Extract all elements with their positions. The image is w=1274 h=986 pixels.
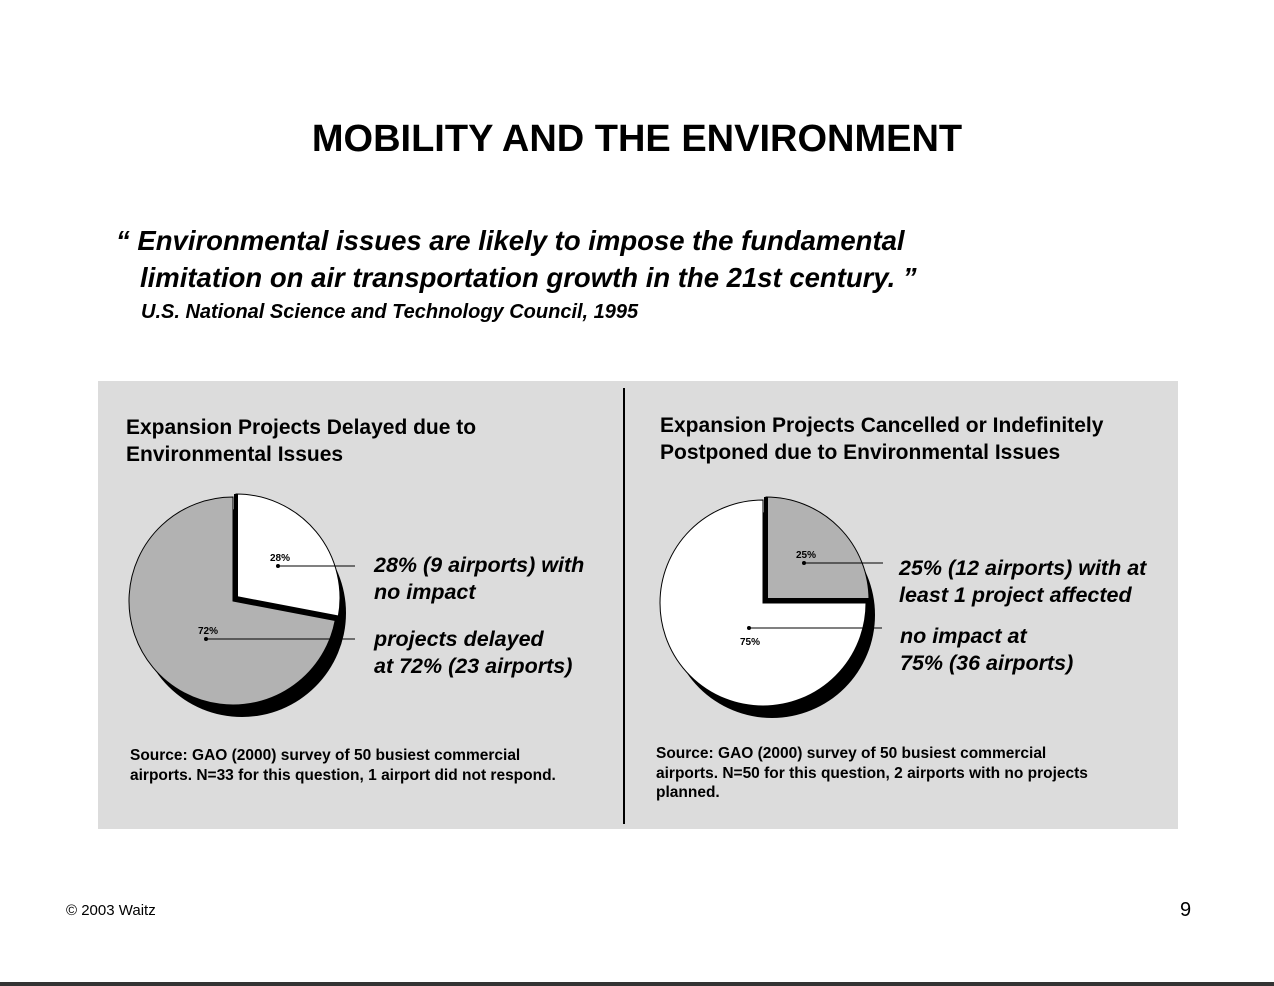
- right-source-line-2: airports. N=50 for this question, 2 airp…: [656, 764, 1088, 782]
- right-chart-title-line-2: Postponed due to Environmental Issues: [660, 441, 1061, 464]
- copyright: © 2003 Waitz: [66, 902, 156, 919]
- left-source-line-1: Source: GAO (2000) survey of 50 busiest …: [130, 747, 521, 764]
- left-data-label-2: 72%: [198, 626, 218, 637]
- slide-title: MOBILITY AND THE ENVIRONMENT: [311, 118, 963, 160]
- right-label-affected: 25% (12 airports) with at least 1 projec…: [899, 555, 1146, 609]
- left-pie-slice-1: [235, 493, 341, 619]
- left-label-delayed-line-2: at 72% (23 airports): [374, 654, 573, 678]
- left-pie-slice-2: [128, 496, 336, 706]
- quote-attribution: U.S. National Science and Technology Cou…: [141, 301, 639, 323]
- left-chart-title-line-1: Expansion Projects Delayed due to: [126, 416, 477, 439]
- right-label-affected-line-2: least 1 project affected: [899, 583, 1132, 607]
- right-label-affected-line-1: 25% (12 airports) with at: [899, 556, 1147, 580]
- right-chart-title-line-1: Expansion Projects Cancelled or Indefini…: [660, 414, 1104, 437]
- left-pie-edge: [234, 494, 339, 620]
- right-leader-dot-1: [802, 561, 806, 565]
- left-label-no-impact-line-1: 28% (9 airports) with: [374, 553, 585, 577]
- left-label-delayed: projects delayed at 72% (23 airports): [374, 626, 572, 680]
- left-leader-dot-2: [204, 637, 208, 641]
- right-data-label-1: 25%: [796, 550, 816, 561]
- left-source-line-2: airports. N=33 for this question, 1 airp…: [130, 766, 556, 784]
- left-chart-title: Expansion Projects Delayed due to Enviro…: [126, 414, 626, 468]
- bottom-rule: [0, 982, 1274, 986]
- right-data-label-2: 75%: [740, 637, 760, 648]
- left-leader-dot-1: [276, 564, 280, 568]
- left-label-no-impact-line-2: no impact: [374, 580, 476, 604]
- right-label-no-impact: no impact at 75% (36 airports): [900, 623, 1073, 677]
- right-source-line-3: planned.: [656, 784, 720, 801]
- quote: “ Environmental issues are likely to imp…: [116, 222, 917, 296]
- right-label-no-impact-line-2: 75% (36 airports): [900, 651, 1074, 675]
- left-source-note: Source: GAO (2000) survey of 50 busiest …: [130, 746, 600, 785]
- right-leader-dot-2: [747, 626, 751, 630]
- panel-divider: [623, 388, 625, 824]
- quote-line-2: limitation on air transportation growth …: [140, 262, 917, 293]
- left-chart-title-line-2: Environmental Issues: [126, 443, 344, 466]
- left-data-label-1: 28%: [270, 553, 290, 564]
- right-source-note: Source: GAO (2000) survey of 50 busiest …: [656, 744, 1126, 803]
- right-source-line-1: Source: GAO (2000) survey of 50 busiest …: [656, 745, 1047, 762]
- right-chart-title: Expansion Projects Cancelled or Indefini…: [660, 412, 1160, 466]
- quote-line-1: “ Environmental issues are likely to imp…: [116, 225, 905, 256]
- left-label-delayed-line-1: projects delayed: [374, 627, 544, 651]
- right-pie-slice-2: [659, 499, 867, 707]
- right-pie-slice-1: [765, 496, 870, 601]
- right-pie-edge: [764, 497, 869, 602]
- left-label-no-impact: 28% (9 airports) with no impact: [374, 552, 584, 606]
- page-number: 9: [1180, 899, 1192, 921]
- right-label-no-impact-line-1: no impact at: [900, 624, 1027, 648]
